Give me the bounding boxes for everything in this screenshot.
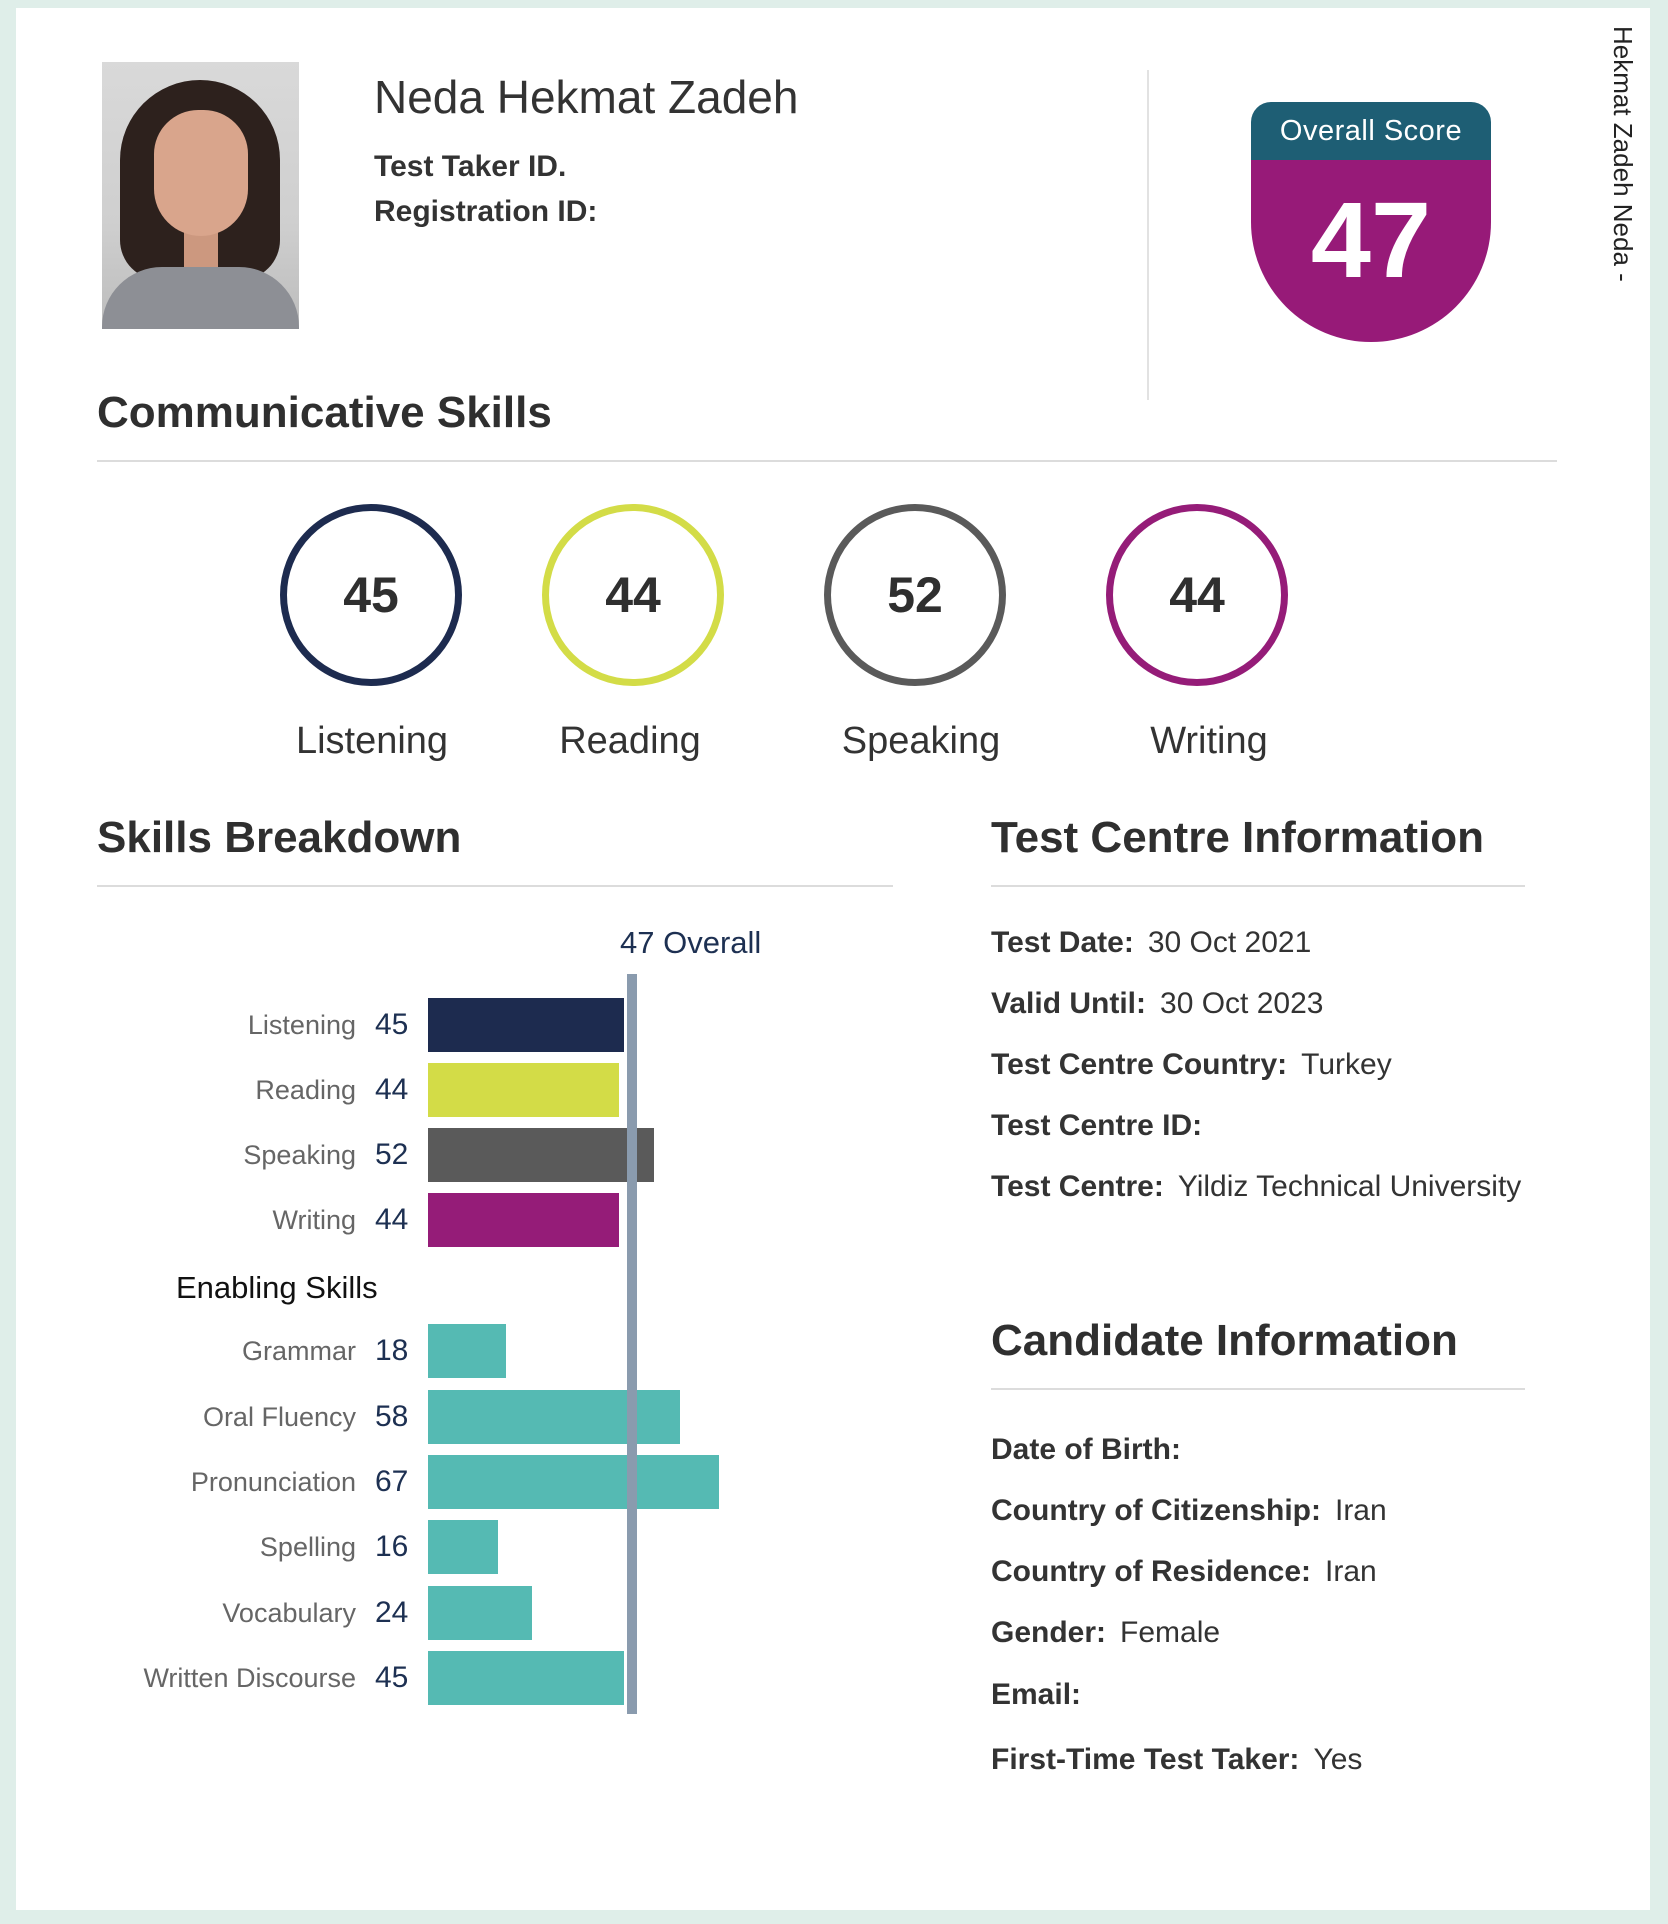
section-divider (991, 1388, 1525, 1390)
info-label: Test Centre ID: (991, 1109, 1203, 1142)
score-report-card: Neda Hekmat Zadeh Test Taker ID. Registr… (16, 8, 1650, 1910)
overall-score-badge: Overall Score 47 (1251, 102, 1491, 342)
grammar-bar-label: Grammar (242, 1336, 356, 1366)
listening-bar (428, 998, 624, 1052)
test-centre-id-row: Test Centre ID: (991, 1109, 1216, 1143)
first-time-taker-row: First-Time Test Taker: Yes (991, 1743, 1362, 1777)
info-label: Test Date: (991, 926, 1134, 959)
info-label: Valid Until: (991, 987, 1147, 1020)
listening-bar-value: 45 (375, 1008, 409, 1041)
test-centre-title: Test Centre Information (991, 813, 1485, 862)
vocabulary-bar (428, 1586, 532, 1640)
header-divider (1147, 70, 1149, 400)
info-label: Gender: (991, 1616, 1107, 1649)
writing-score-ring: 44 (1106, 504, 1288, 686)
speaking-label: Speaking (841, 720, 1001, 762)
writing-bar-label: Writing (272, 1205, 356, 1235)
listening-bar-label: Listening (247, 1010, 356, 1040)
info-label: Country of Residence: (991, 1555, 1312, 1588)
date-of-birth-row: Date of Birth: (991, 1433, 1195, 1467)
enabling-skills-title: Enabling Skills (176, 1270, 378, 1305)
written-discourse-bar-value: 45 (375, 1661, 409, 1694)
listening-score-ring: 45 (280, 504, 462, 686)
speaking-bar-label: Speaking (243, 1140, 356, 1170)
overall-score-value: 47 (1251, 160, 1491, 342)
spelling-bar-label: Spelling (259, 1532, 356, 1562)
oral-fluency-bar-label: Oral Fluency (202, 1402, 356, 1432)
candidate-information-title: Candidate Information (991, 1316, 1458, 1365)
communicative-skills-title: Communicative Skills (97, 388, 552, 437)
reading-score-ring: 44 (542, 504, 724, 686)
info-value: Iran (1334, 1494, 1387, 1527)
section-divider (97, 460, 1557, 462)
reading-bar-value: 44 (375, 1073, 409, 1106)
overall-score-label: Overall Score (1251, 102, 1491, 160)
test-centre-country-row: Test Centre Country: Turkey (991, 1048, 1392, 1082)
info-label: Date of Birth: (991, 1433, 1181, 1466)
info-label: Test Centre Country: (991, 1048, 1288, 1081)
section-divider (991, 885, 1525, 887)
spelling-bar-value: 16 (375, 1530, 409, 1563)
valid-until-row: Valid Until: 30 Oct 2023 (991, 987, 1323, 1021)
registration-id-label: Registration ID: (374, 195, 598, 228)
test-date-row: Test Date: 30 Oct 2021 (991, 926, 1311, 960)
writing-bar (428, 1193, 619, 1247)
info-value: Iran (1325, 1555, 1377, 1588)
overall-marker-label: 47 Overall (620, 925, 762, 960)
grammar-bar-value: 18 (375, 1334, 409, 1367)
overall-reference-line (627, 974, 637, 1714)
written-discourse-bar-label: Written Discourse (143, 1663, 356, 1693)
written-discourse-bar (428, 1651, 624, 1705)
oral-fluency-bar (428, 1390, 680, 1444)
speaking-bar (428, 1128, 654, 1182)
speaking-bar-value: 52 (375, 1138, 409, 1171)
info-value: Yes (1313, 1743, 1363, 1776)
writing-bar-value: 44 (375, 1203, 409, 1236)
info-value: Female (1120, 1616, 1221, 1649)
grammar-bar (428, 1324, 506, 1378)
info-value: 30 Oct 2021 (1147, 926, 1312, 959)
residence-row: Country of Residence: Iran (991, 1555, 1377, 1589)
candidate-photo (102, 62, 299, 329)
citizenship-row: Country of Citizenship: Iran (991, 1494, 1387, 1528)
reading-label: Reading (559, 720, 701, 762)
oral-fluency-bar-value: 58 (375, 1400, 409, 1433)
listening-label: Listening (295, 720, 449, 762)
info-value: Turkey (1301, 1048, 1392, 1081)
side-name-label: Hekmat Zadeh Neda - (1608, 26, 1638, 282)
pronunciation-bar-value: 67 (375, 1465, 409, 1498)
reading-bar-label: Reading (255, 1075, 356, 1105)
info-value: Yildiz Technical University (1177, 1170, 1522, 1203)
pronunciation-bar-label: Pronunciation (190, 1467, 356, 1497)
candidate-name: Neda Hekmat Zadeh (374, 71, 799, 123)
vocabulary-bar-label: Vocabulary (222, 1598, 356, 1628)
info-label: Country of Citizenship: (991, 1494, 1321, 1527)
email-row: Email: (991, 1678, 1095, 1712)
spelling-bar (428, 1520, 498, 1574)
pronunciation-bar (428, 1455, 719, 1509)
test-centre-row: Test Centre: Yildiz Technical University (991, 1170, 1521, 1204)
section-divider (97, 885, 893, 887)
info-value: 30 Oct 2023 (1160, 987, 1324, 1020)
gender-row: Gender: Female (991, 1616, 1220, 1650)
info-label: Email: (991, 1678, 1082, 1711)
reading-bar (428, 1063, 619, 1117)
speaking-score-ring: 52 (824, 504, 1006, 686)
info-label: Test Centre: (991, 1170, 1164, 1203)
vocabulary-bar-value: 24 (375, 1596, 409, 1629)
skills-breakdown-title: Skills Breakdown (97, 813, 462, 862)
writing-label: Writing (1150, 720, 1268, 762)
test-taker-id-label: Test Taker ID. (374, 150, 567, 183)
info-label: First-Time Test Taker: (991, 1743, 1300, 1776)
